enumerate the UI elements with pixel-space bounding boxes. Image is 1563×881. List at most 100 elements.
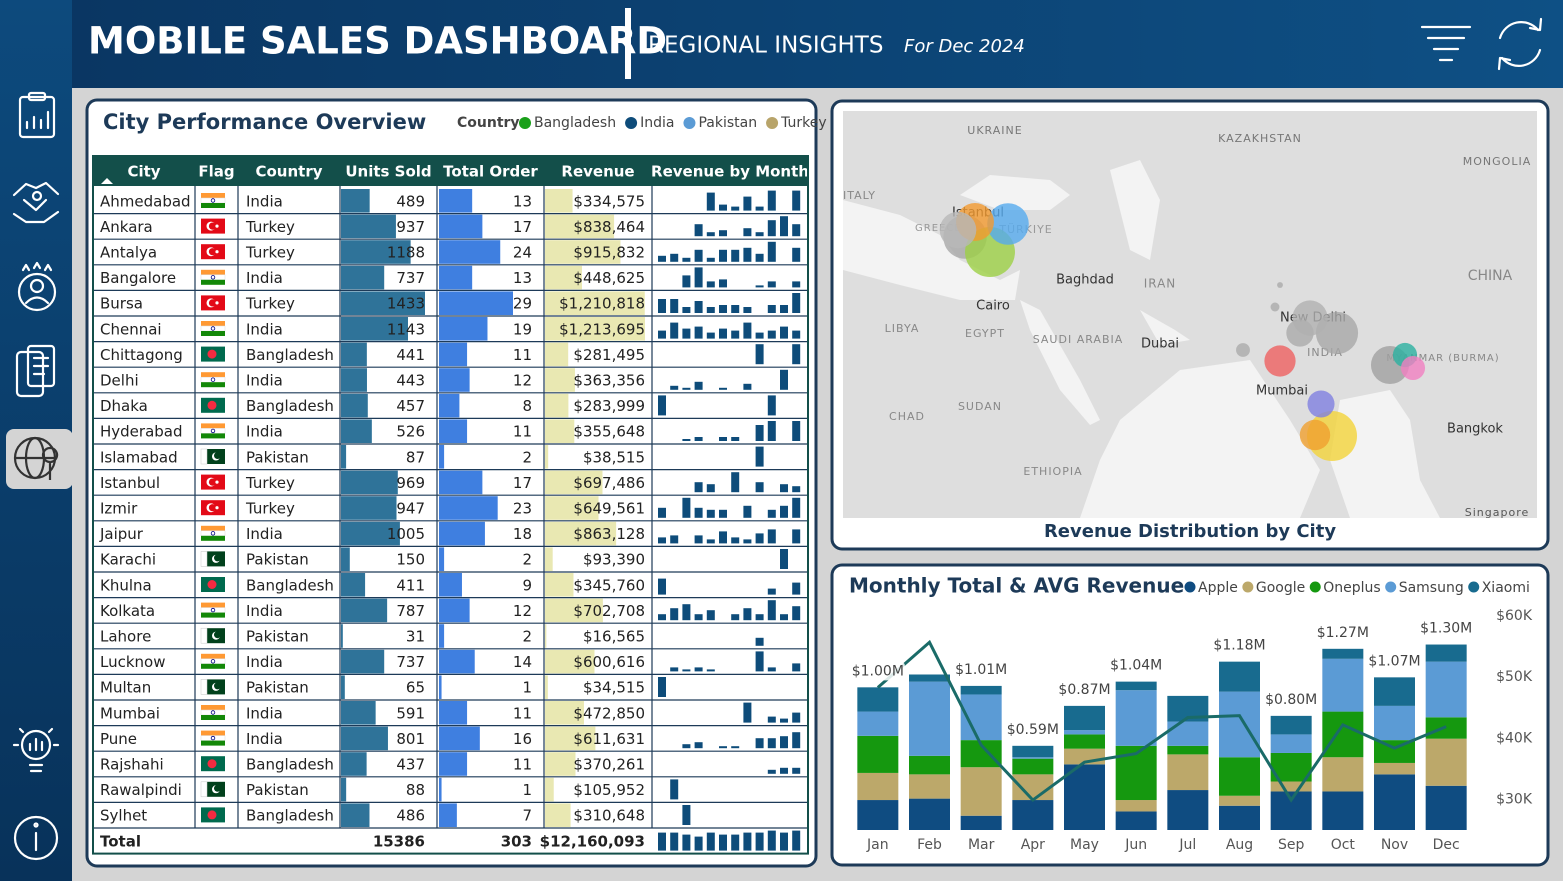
column-header: Units Sold	[345, 163, 431, 181]
month-bar	[780, 832, 788, 851]
orders-bar	[439, 317, 488, 341]
map-label: CHAD	[889, 410, 925, 423]
revenue-bar	[545, 291, 645, 315]
month-bar	[706, 257, 715, 262]
city-bubble	[1299, 419, 1331, 451]
month-bar	[731, 249, 740, 262]
city-bubble	[987, 203, 1029, 245]
nav-regional[interactable]	[13, 436, 59, 480]
month-bar	[755, 738, 764, 749]
units-bar	[341, 547, 350, 571]
month-bar	[780, 736, 788, 749]
flag	[201, 663, 225, 669]
city-cell: Multan	[100, 679, 151, 697]
country-cell: Turkey	[245, 500, 295, 518]
x-tick-label: Jun	[1124, 837, 1147, 853]
revenue-bar	[545, 701, 584, 725]
city-cell: Bangalore	[100, 269, 176, 287]
bar-segment	[1115, 681, 1157, 691]
revenue-cell: $1,210,818	[559, 295, 645, 313]
flag	[214, 784, 221, 792]
y2-tick-label: $40K	[1496, 730, 1533, 746]
flag	[208, 478, 217, 486]
month-bar	[780, 369, 788, 390]
orders-cell: 11	[513, 423, 532, 441]
city-cell: Sylhet	[100, 807, 147, 825]
units-cell: 88	[406, 781, 425, 799]
month-bar	[658, 395, 666, 416]
map-label: EGYPT	[965, 327, 1005, 340]
month-bar	[743, 196, 752, 211]
nav-deals[interactable]	[12, 181, 60, 224]
orders-bar	[439, 752, 468, 776]
flag	[215, 301, 219, 305]
revenue-bar	[545, 214, 615, 239]
units-bar	[341, 726, 388, 751]
revenue-bar	[545, 342, 569, 367]
month-bar	[670, 608, 679, 621]
units-bar	[341, 573, 366, 597]
orders-bar	[439, 701, 468, 725]
legend-dot	[519, 117, 531, 129]
month-bar	[719, 531, 727, 544]
city-cell: Bursa	[100, 295, 143, 313]
flag	[210, 659, 216, 664]
legend-dot	[1385, 581, 1397, 593]
nav-insights[interactable]	[12, 727, 60, 773]
orders-bar	[439, 189, 473, 213]
flag	[210, 275, 216, 280]
table-header	[93, 156, 808, 186]
orders-bar	[439, 265, 473, 290]
units-cell: 526	[396, 423, 425, 441]
units-bar	[341, 214, 396, 239]
revenue-bar	[545, 726, 596, 751]
total-label-bg	[1419, 619, 1474, 638]
revenue-cell: $281,495	[573, 346, 645, 364]
nav-overview[interactable]	[18, 91, 56, 139]
bar-segment	[1374, 762, 1415, 775]
total-label-bg	[1264, 690, 1319, 709]
month-bar	[755, 425, 764, 441]
total-label-bg	[1057, 680, 1112, 699]
flag	[215, 480, 219, 484]
city-cell: Chittagong	[100, 346, 183, 364]
month-bar	[755, 614, 764, 621]
column-header: Revenue by Month	[651, 163, 809, 181]
units-bar	[341, 291, 425, 315]
units-cell: 15386	[373, 832, 425, 850]
month-bar	[767, 830, 776, 851]
month-bar	[658, 832, 666, 851]
map-label: SUDAN	[958, 400, 1002, 413]
orders-bar	[439, 521, 485, 546]
map-label: Mumbai	[1256, 384, 1308, 399]
refresh-button[interactable]	[1497, 17, 1543, 71]
units-bar	[341, 675, 345, 699]
legend-label: India	[640, 115, 674, 131]
flag	[207, 759, 217, 769]
month-bar	[731, 330, 740, 339]
flag	[200, 679, 208, 695]
filter-button[interactable]	[1420, 25, 1472, 62]
revenue-bar	[545, 445, 549, 469]
nav-products[interactable]	[15, 344, 56, 398]
orders-cell: 2	[522, 551, 532, 569]
orders-cell: 18	[513, 525, 532, 543]
legend-dot	[1184, 581, 1196, 593]
month-bar	[670, 535, 679, 544]
month-bar	[706, 192, 715, 211]
units-bar	[341, 189, 370, 213]
units-bar	[341, 317, 409, 341]
month-bar	[694, 437, 703, 441]
nav-reviews[interactable]	[17, 261, 57, 312]
month-bar	[682, 497, 691, 518]
bar-segment	[1115, 811, 1157, 830]
revenue-bar	[545, 547, 553, 571]
city-cell: Dhaka	[100, 397, 148, 415]
legend-dot	[1468, 581, 1480, 593]
orders-bar	[439, 777, 442, 802]
flag	[201, 279, 225, 285]
nav-info[interactable]	[13, 815, 59, 861]
month-bar	[694, 667, 703, 672]
bar-segment	[1012, 745, 1054, 758]
